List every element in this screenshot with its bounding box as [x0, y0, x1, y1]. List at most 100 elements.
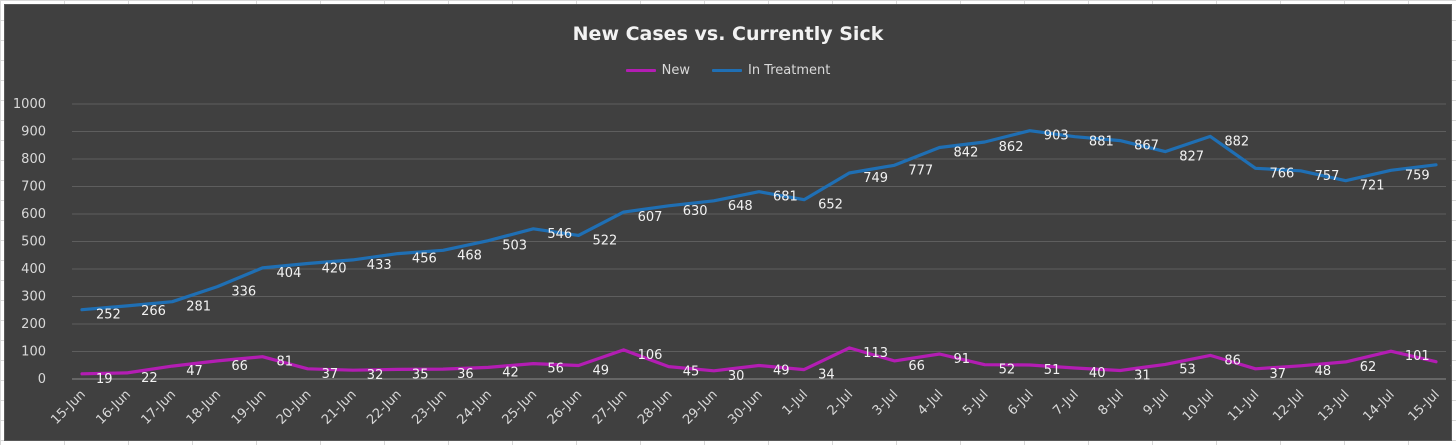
data-label-new: 101 — [1405, 349, 1430, 364]
data-label-new: 113 — [863, 346, 888, 361]
data-label-new: 40 — [1089, 366, 1106, 381]
series-line-new — [80, 346, 1438, 376]
data-label-in-treatment: 766 — [1269, 166, 1294, 181]
x-tick-label: 21-Jun — [319, 387, 360, 428]
y-tick-label: 200 — [21, 317, 46, 332]
data-label-new: 53 — [1179, 362, 1196, 377]
series-line-in-treatment — [80, 129, 1438, 312]
data-label-in-treatment: 266 — [141, 304, 166, 319]
x-tick-label: 26-Jun — [545, 387, 586, 428]
data-label-in-treatment: 468 — [457, 248, 482, 263]
x-tick-label: 23-Jun — [409, 387, 450, 428]
data-label-new: 66 — [908, 359, 925, 374]
data-label-in-treatment: 404 — [277, 266, 302, 281]
y-tick-label: 400 — [21, 262, 46, 277]
x-tick-label: 25-Jun — [500, 387, 541, 428]
data-label-new: 52 — [999, 363, 1016, 378]
x-tick-label: 7-Jul — [1050, 387, 1081, 418]
x-tick-label: 28-Jun — [635, 387, 676, 428]
x-tick-label: 19-Jun — [229, 387, 270, 428]
data-label-new: 37 — [1269, 367, 1286, 382]
data-label-new: 48 — [1315, 364, 1332, 379]
x-tick-label: 17-Jun — [139, 387, 180, 428]
data-label-in-treatment: 652 — [818, 198, 843, 213]
data-label-new: 91 — [954, 352, 971, 367]
data-label-new: 66 — [231, 359, 248, 374]
data-label-new: 49 — [592, 364, 609, 379]
data-label-in-treatment: 433 — [367, 258, 392, 273]
data-label-new: 63 — [1450, 360, 1451, 375]
data-label-new: 19 — [96, 372, 113, 387]
x-tick-label: 18-Jun — [184, 387, 225, 428]
data-label-new: 35 — [412, 367, 429, 382]
data-label-in-treatment: 721 — [1360, 179, 1385, 194]
data-label-new: 31 — [1134, 368, 1151, 383]
data-label-new: 34 — [818, 368, 835, 383]
data-label-new: 86 — [1224, 353, 1241, 368]
data-label-in-treatment: 607 — [638, 210, 663, 225]
legend-label-new: New — [661, 63, 690, 78]
data-label-in-treatment: 281 — [186, 300, 211, 315]
data-label-in-treatment: 420 — [322, 262, 347, 277]
x-tick-label: 4-Jul — [915, 387, 946, 418]
data-label-in-treatment: 681 — [773, 190, 798, 205]
data-label-new: 36 — [457, 367, 474, 382]
x-tick-label: 14-Jul — [1360, 387, 1397, 424]
y-tick-label: 500 — [21, 235, 46, 250]
data-label-in-treatment: 546 — [547, 227, 572, 242]
x-tick-label: 15-Jul — [1406, 387, 1443, 424]
data-label-new: 56 — [547, 362, 564, 377]
y-tick-label: 300 — [21, 290, 46, 305]
y-tick-label: 0 — [38, 372, 46, 387]
y-tick-label: 100 — [21, 345, 46, 360]
data-label-in-treatment: 759 — [1405, 168, 1430, 183]
x-tick-label: 11-Jul — [1225, 387, 1262, 424]
data-label-new: 81 — [277, 355, 294, 370]
x-tick-label: 9-Jul — [1141, 387, 1172, 418]
data-label-new: 51 — [1044, 363, 1061, 378]
data-label-in-treatment: 336 — [231, 285, 256, 300]
data-label-in-treatment: 862 — [999, 140, 1024, 155]
x-tick-label: 6-Jul — [1005, 387, 1036, 418]
data-label-in-treatment: 757 — [1315, 169, 1340, 184]
y-tick-label: 900 — [21, 125, 46, 140]
x-tick-label: 27-Jun — [590, 387, 631, 428]
plot-area: 0 100 200 300 400 500 600 700 800 900 1000 15-Jun 16… — [13, 97, 1451, 428]
x-tick-label: 3-Jul — [870, 387, 901, 418]
x-tick-label: 15-Jun — [48, 387, 89, 428]
data-label-in-treatment: 456 — [412, 252, 437, 267]
x-tick-label: 30-Jun — [725, 387, 766, 428]
data-label-new: 32 — [367, 368, 384, 383]
y-tick-label: 600 — [21, 207, 46, 222]
x-tick-label: 12-Jul — [1270, 387, 1307, 424]
x-tick-label: 22-Jun — [364, 387, 405, 428]
data-label-new: 106 — [638, 348, 663, 363]
x-tick-label: 24-Jun — [455, 387, 496, 428]
x-tick-label: 29-Jun — [680, 387, 721, 428]
chart-area[interactable]: New Cases vs. Currently Sick New In Trea… — [4, 4, 1452, 441]
y-tick-label: 1000 — [13, 97, 46, 112]
data-label-in-treatment: 779 — [1450, 163, 1451, 178]
legend-entry-in-treatment: In Treatment — [712, 63, 830, 78]
data-label-in-treatment: 903 — [1044, 129, 1069, 144]
x-tick-label: 1-Jul — [780, 387, 811, 418]
chart-title: New Cases vs. Currently Sick — [572, 23, 884, 45]
legend-swatch-new — [625, 69, 656, 72]
data-label-in-treatment: 777 — [908, 163, 933, 178]
data-label-in-treatment: 630 — [683, 204, 708, 219]
y-tick-label: 800 — [21, 152, 46, 167]
data-label-in-treatment: 749 — [863, 171, 888, 186]
legend-label-in-treatment: In Treatment — [748, 63, 831, 78]
data-label-in-treatment: 842 — [954, 145, 979, 160]
data-label-in-treatment: 522 — [592, 233, 617, 248]
data-label-in-treatment: 867 — [1134, 139, 1159, 154]
x-tick-label: 8-Jul — [1096, 387, 1127, 418]
legend: New In Treatment — [5, 63, 1451, 78]
data-label-new: 22 — [141, 371, 158, 386]
data-label-in-treatment: 648 — [728, 199, 753, 214]
x-tick-label: 16-Jun — [93, 387, 134, 428]
x-tick-label: 2-Jul — [825, 387, 856, 418]
y-tick-label: 700 — [21, 180, 46, 195]
data-label-new: 49 — [773, 364, 790, 379]
